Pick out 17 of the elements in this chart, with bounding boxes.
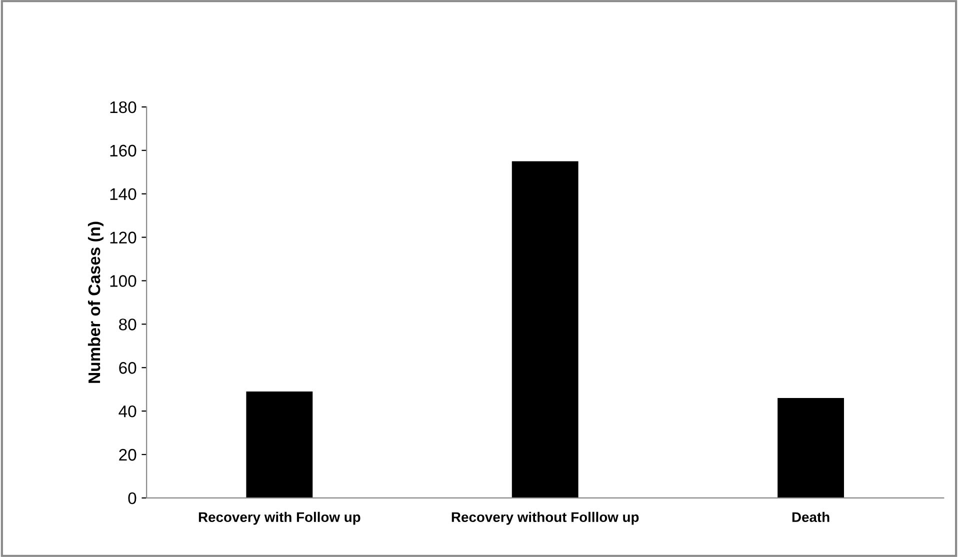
y-tick-label: 160 <box>110 144 136 157</box>
y-tick-label: 40 <box>118 405 136 418</box>
x-tick-label: Recovery with Follow up <box>198 512 360 525</box>
y-tick-label: 0 <box>128 492 136 504</box>
bar <box>246 392 313 498</box>
y-tick-label: 140 <box>110 188 136 200</box>
bar <box>512 161 578 498</box>
y-tick-label: 100 <box>110 275 136 287</box>
y-axis-title: Number of Cases (n) <box>88 222 104 383</box>
y-tick-label: 80 <box>119 318 136 330</box>
y-tick-label: 180 <box>110 101 136 114</box>
y-tick-label: 120 <box>110 232 136 244</box>
y-tick-label: 20 <box>119 448 136 461</box>
x-tick-label: Death <box>792 512 830 522</box>
bar <box>778 398 844 498</box>
x-tick-label: Recovery without Folllow up <box>452 512 639 525</box>
y-tick-label: 60 <box>119 362 136 374</box>
